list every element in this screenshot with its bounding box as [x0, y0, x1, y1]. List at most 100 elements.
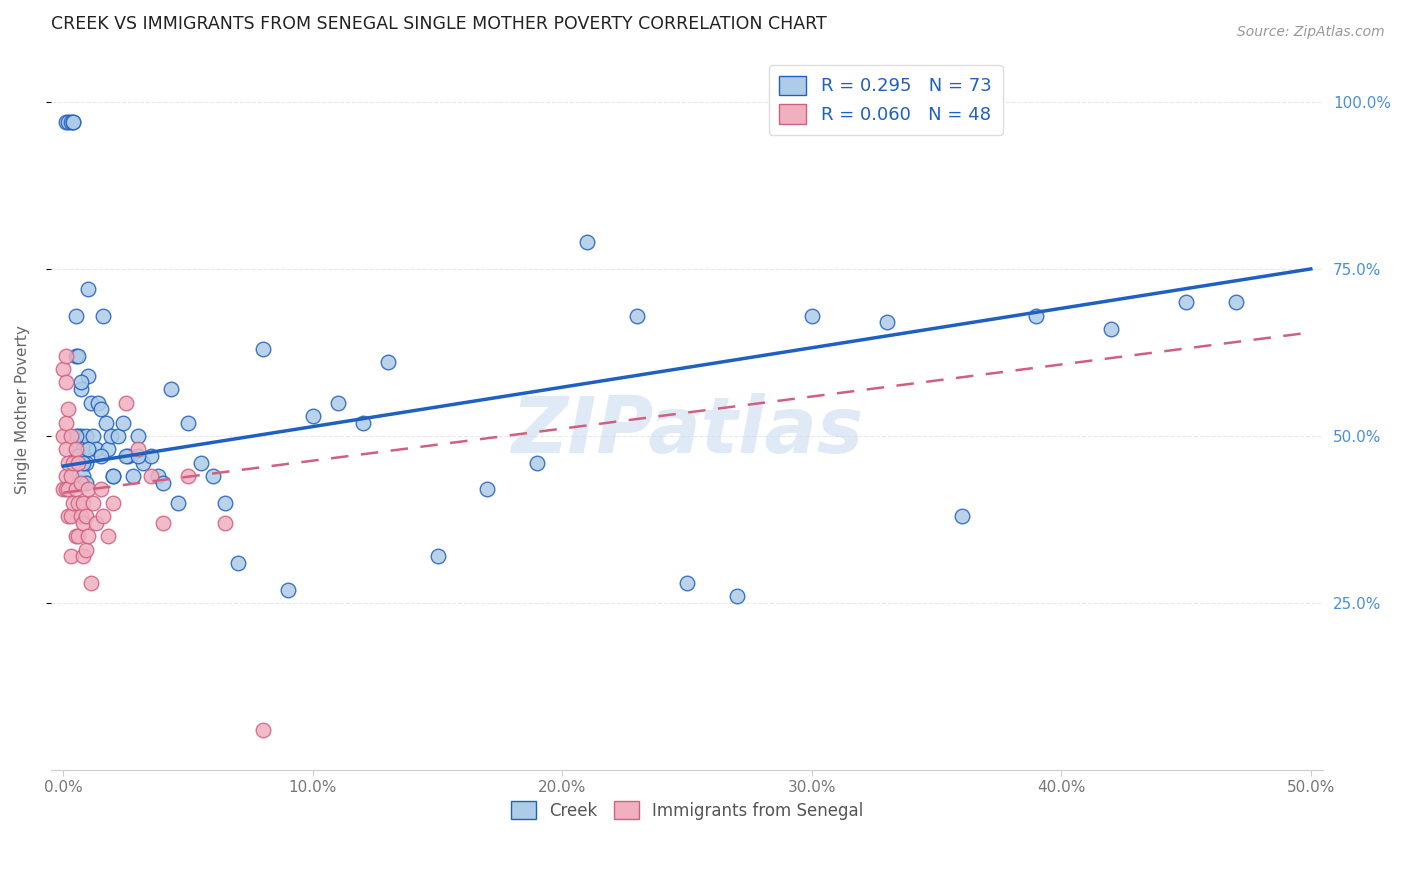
Point — [114, 449, 136, 463]
Point — [97, 529, 120, 543]
Point — [62, 456, 84, 470]
Point — [90, 402, 112, 417]
Point — [190, 456, 212, 470]
Point — [77, 483, 100, 497]
Point — [477, 483, 499, 497]
Point — [626, 309, 648, 323]
Point — [201, 469, 224, 483]
Point — [1225, 295, 1247, 310]
Legend: Creek, Immigrants from Senegal: Creek, Immigrants from Senegal — [503, 795, 870, 827]
Point — [103, 469, 125, 483]
Point — [84, 442, 107, 457]
Point — [301, 409, 323, 423]
Point — [58, 115, 80, 129]
Point — [326, 395, 349, 409]
Point — [55, 349, 77, 363]
Point — [117, 449, 139, 463]
Point — [107, 429, 129, 443]
Point — [55, 442, 77, 457]
Point — [59, 429, 82, 443]
Point — [69, 509, 91, 524]
Point — [55, 469, 77, 483]
Point — [65, 483, 87, 497]
Point — [52, 429, 75, 443]
Point — [58, 483, 80, 497]
Point — [65, 429, 87, 443]
Point — [277, 582, 299, 597]
Point — [1175, 295, 1198, 310]
Point — [91, 509, 114, 524]
Point — [77, 442, 100, 457]
Point — [94, 416, 117, 430]
Point — [59, 549, 82, 564]
Point — [87, 395, 110, 409]
Point — [75, 475, 97, 490]
Point — [177, 416, 200, 430]
Point — [112, 416, 135, 430]
Point — [576, 235, 599, 250]
Point — [58, 402, 80, 417]
Point — [62, 496, 84, 510]
Point — [72, 549, 94, 564]
Point — [84, 516, 107, 530]
Point — [352, 416, 374, 430]
Point — [80, 576, 103, 591]
Point — [139, 469, 162, 483]
Text: CREEK VS IMMIGRANTS FROM SENEGAL SINGLE MOTHER POVERTY CORRELATION CHART: CREEK VS IMMIGRANTS FROM SENEGAL SINGLE … — [51, 15, 827, 33]
Point — [69, 429, 91, 443]
Point — [55, 483, 77, 497]
Point — [426, 549, 449, 564]
Point — [67, 449, 90, 463]
Point — [167, 496, 190, 510]
Text: Source: ZipAtlas.com: Source: ZipAtlas.com — [1237, 25, 1385, 39]
Point — [1099, 322, 1122, 336]
Point — [252, 342, 274, 356]
Point — [52, 483, 75, 497]
Point — [159, 382, 181, 396]
Point — [90, 483, 112, 497]
Point — [127, 429, 149, 443]
Point — [55, 376, 77, 390]
Y-axis label: Single Mother Poverty: Single Mother Poverty — [15, 325, 30, 493]
Point — [75, 429, 97, 443]
Point — [72, 469, 94, 483]
Point — [59, 509, 82, 524]
Point — [122, 469, 145, 483]
Point — [55, 416, 77, 430]
Point — [72, 516, 94, 530]
Point — [800, 309, 823, 323]
Point — [65, 529, 87, 543]
Point — [58, 509, 80, 524]
Point — [65, 349, 87, 363]
Point — [67, 349, 90, 363]
Point — [67, 529, 90, 543]
Point — [55, 115, 77, 129]
Point — [67, 496, 90, 510]
Point — [75, 456, 97, 470]
Point — [77, 282, 100, 296]
Point — [77, 529, 100, 543]
Point — [950, 509, 973, 524]
Point — [67, 429, 90, 443]
Point — [90, 449, 112, 463]
Point — [69, 382, 91, 396]
Point — [72, 456, 94, 470]
Point — [75, 509, 97, 524]
Point — [58, 456, 80, 470]
Point — [72, 496, 94, 510]
Point — [67, 456, 90, 470]
Point — [127, 449, 149, 463]
Point — [526, 456, 548, 470]
Point — [252, 723, 274, 737]
Point — [100, 429, 122, 443]
Point — [103, 496, 125, 510]
Point — [725, 589, 748, 603]
Point — [146, 469, 169, 483]
Point — [132, 456, 155, 470]
Point — [77, 368, 100, 383]
Point — [65, 442, 87, 457]
Point — [226, 556, 249, 570]
Point — [69, 376, 91, 390]
Point — [876, 315, 898, 329]
Point — [152, 475, 174, 490]
